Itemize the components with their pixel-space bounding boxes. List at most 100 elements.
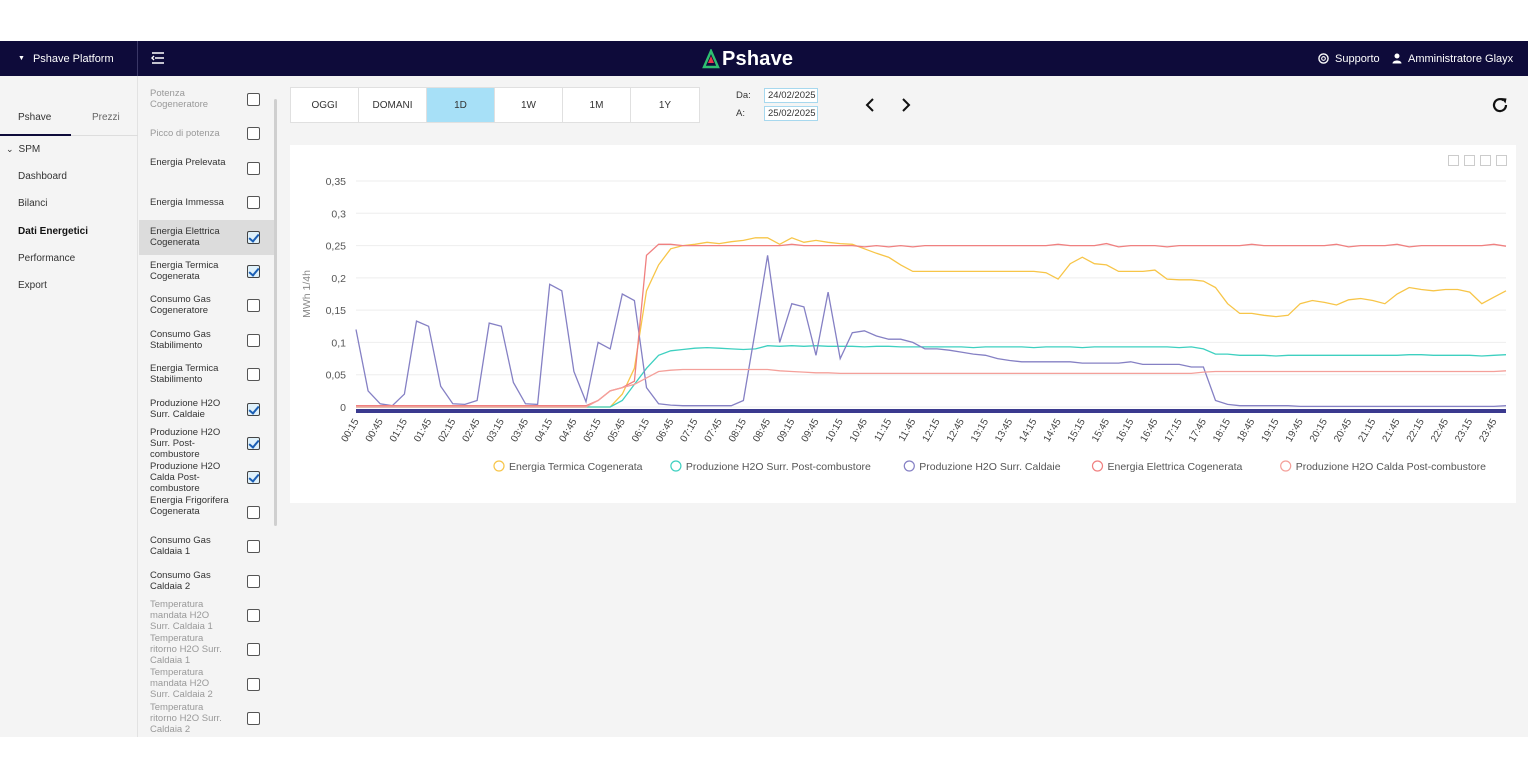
series-checkbox[interactable]: [247, 677, 260, 691]
date-from-label: Da:: [736, 90, 751, 101]
series-option-label: Energia Immessa: [150, 196, 224, 208]
user-icon: [1392, 53, 1402, 64]
series-option-label: Temperatura ritorno H2O Surr. Caldaia 2: [150, 701, 222, 735]
series-checkbox[interactable]: [247, 609, 260, 622]
series-option-label: Consumo Gas Stabilimento: [150, 328, 211, 351]
series-checkbox[interactable]: [247, 368, 260, 382]
legend-marker: [903, 460, 915, 472]
series-option[interactable]: Energia Termica Stabilimento: [139, 357, 274, 392]
next-period-icon[interactable]: [898, 97, 912, 113]
series-checkbox[interactable]: [247, 333, 260, 347]
x-tick-label: 23:15: [1453, 417, 1475, 445]
x-tick-label: 12:45: [945, 417, 967, 445]
series-option[interactable]: Potenza Cogeneratore: [139, 82, 274, 117]
support-link[interactable]: Supporto: [1318, 41, 1380, 76]
previous-period-icon[interactable]: [864, 97, 878, 113]
nav-item-performance[interactable]: Performance: [18, 253, 76, 264]
x-tick-label: 00:15: [340, 417, 362, 445]
series-option[interactable]: Energia Elettrica Cogenerata: [139, 219, 274, 255]
chevron-down-icon: ⌄: [6, 144, 14, 154]
period-button-1m[interactable]: 1M: [563, 88, 631, 122]
zoom-icon[interactable]: [1448, 155, 1459, 166]
series-option-label: Consumo Gas Caldaia 1: [150, 535, 211, 558]
series-checkbox[interactable]: [247, 402, 260, 416]
data-view-icon[interactable]: [1496, 155, 1507, 166]
x-tick-label: 14:45: [1042, 417, 1064, 445]
series-checkbox[interactable]: [247, 540, 260, 554]
series-list-scrollbar[interactable]: [274, 99, 277, 526]
nav-item-dashboard[interactable]: Dashboard: [18, 171, 67, 182]
date-to-input[interactable]: 25/02/2025: [764, 106, 818, 121]
period-button-1d[interactable]: 1D: [427, 88, 495, 122]
series-checkbox[interactable]: [247, 505, 260, 519]
y-axis-label: MWh 1/4h: [301, 270, 313, 318]
period-button-domani[interactable]: DOMANI: [359, 88, 427, 122]
series-option[interactable]: Temperatura mandata H2O Surr. Caldaia 2: [139, 667, 274, 702]
series-option[interactable]: Produzione H2O Surr. Post-combustore: [139, 426, 274, 461]
series-option[interactable]: Energia Prelevata: [139, 151, 274, 186]
series-option-label: Energia Termica Stabilimento: [150, 363, 219, 386]
x-tick-label: 23:45: [1477, 417, 1499, 445]
series-checkbox[interactable]: [247, 161, 260, 175]
x-tick-label: 00:45: [364, 417, 386, 445]
series-checkbox[interactable]: [247, 712, 260, 726]
pshave-logo: Pshave: [702, 47, 793, 71]
series-option[interactable]: Consumo Gas Cogeneratore: [139, 288, 274, 323]
series-checkbox[interactable]: [247, 93, 260, 106]
user-menu[interactable]: Amministratore Glayx: [1392, 41, 1513, 76]
series-option[interactable]: Energia Termica Cogenerata: [139, 254, 274, 289]
tab-prezzi[interactable]: Prezzi: [92, 112, 120, 123]
tab-pshave[interactable]: Pshave: [18, 112, 52, 123]
series-option[interactable]: Consumo Gas Caldaia 1: [139, 529, 274, 564]
nav-item-bilanci[interactable]: Bilanci: [18, 198, 48, 209]
series-checkbox[interactable]: [247, 643, 260, 657]
nav-group-spm[interactable]: ⌄ SPM: [6, 144, 40, 155]
series-option[interactable]: Temperatura mandata H2O Surr. Caldaia 1: [139, 598, 274, 633]
platform-switcher[interactable]: ▼ Pshave Platform: [0, 41, 138, 76]
series-checkbox[interactable]: [247, 265, 260, 278]
series-option[interactable]: Picco di potenza: [139, 116, 274, 151]
series-checkbox[interactable]: [247, 196, 260, 210]
series-checkbox[interactable]: [247, 437, 260, 450]
series-option[interactable]: Energia Frigorifera Cogenerata: [139, 495, 274, 530]
series-option-label: Potenza Cogeneratore: [150, 88, 209, 110]
x-tick-label: 16:15: [1114, 417, 1136, 445]
series-checkbox[interactable]: [247, 230, 260, 244]
nav-item-export[interactable]: Export: [18, 280, 47, 291]
save-image-icon[interactable]: [1480, 155, 1491, 166]
period-button-1y[interactable]: 1Y: [631, 88, 699, 122]
refresh-icon[interactable]: [1490, 95, 1510, 115]
x-tick-label: 09:45: [800, 417, 822, 445]
x-tick-label: 13:45: [993, 417, 1015, 445]
series-checkbox[interactable]: [247, 299, 260, 313]
series-option[interactable]: Energia Immessa: [139, 185, 274, 220]
period-button-1w[interactable]: 1W: [495, 88, 563, 122]
series-checkbox[interactable]: [247, 471, 260, 485]
y-tick-label: 0,2: [331, 273, 346, 285]
series-option[interactable]: Consumo Gas Stabilimento: [139, 323, 274, 358]
app-window: ▼ Pshave Platform Pshave Supporto: [0, 41, 1528, 737]
x-tick-label: 07:45: [703, 417, 725, 445]
series-option[interactable]: Consumo Gas Caldaia 2: [139, 564, 274, 599]
x-tick-label: 04:45: [557, 417, 579, 445]
series-option[interactable]: Temperatura ritorno H2O Surr. Caldaia 1: [139, 632, 274, 667]
x-tick-label: 21:15: [1356, 417, 1378, 445]
x-tick-label: 09:15: [775, 417, 797, 445]
series-checkbox[interactable]: [247, 574, 260, 588]
series-option-label: Temperatura mandata H2O Surr. Caldaia 1: [150, 598, 213, 632]
reset-zoom-icon[interactable]: [1464, 155, 1475, 166]
legend-label: Produzione H2O Calda Post-combustore: [1296, 461, 1486, 473]
series-option-label: Picco di potenza: [150, 127, 220, 139]
menu-collapse-icon[interactable]: [150, 50, 166, 66]
series-checkbox[interactable]: [247, 127, 260, 141]
x-tick-label: 01:15: [388, 417, 410, 445]
series-option[interactable]: Temperatura ritorno H2O Surr. Caldaia 2: [139, 701, 274, 736]
x-tick-label: 11:15: [873, 417, 895, 444]
series-option[interactable]: Produzione H2O Calda Post-combustore: [139, 460, 274, 495]
series-option[interactable]: Produzione H2O Surr. Caldaie: [139, 392, 274, 427]
period-button-oggi[interactable]: OGGI: [291, 88, 359, 122]
y-tick-label: 0,3: [331, 208, 346, 220]
nav-item-dati-energetici[interactable]: Dati Energetici: [18, 226, 89, 237]
date-from-input[interactable]: 24/02/2025: [764, 88, 818, 103]
